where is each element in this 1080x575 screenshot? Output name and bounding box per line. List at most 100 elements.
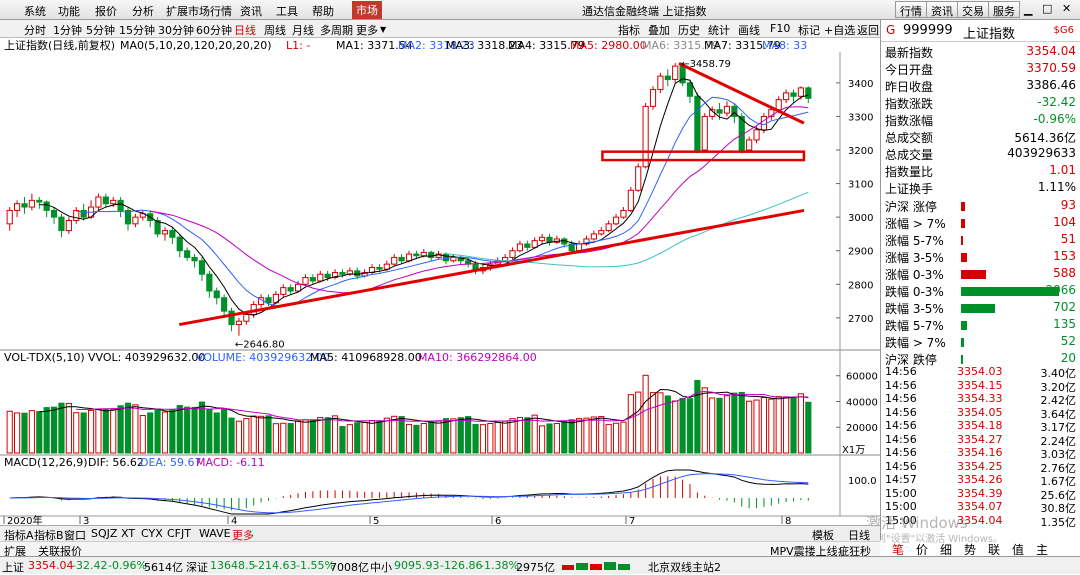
ma-lines xyxy=(39,78,809,316)
tool-back[interactable]: 返回 xyxy=(857,24,879,37)
menu-quote[interactable]: 报价 xyxy=(95,5,117,18)
period-tick[interactable]: 分时 xyxy=(24,24,46,37)
candle-body xyxy=(235,320,243,326)
breadth-row: 沪深 涨停 93 xyxy=(885,198,1076,215)
chevron-down-icon[interactable]: ▼ xyxy=(380,25,387,34)
quote-stat-label: 指数涨幅 xyxy=(885,114,934,128)
candle-body xyxy=(198,260,206,275)
quote-tab[interactable]: 势 xyxy=(964,543,977,557)
quote-stat-label: 指数涨跌 xyxy=(885,97,934,111)
tab-window[interactable]: 窗口 xyxy=(64,529,86,542)
tab-indicator-a[interactable]: 指标A xyxy=(4,529,34,542)
tab-cfjt[interactable]: CFJT xyxy=(167,527,191,540)
zx-value: 9095.93 xyxy=(394,559,440,572)
price-tick-label: 3400 xyxy=(848,79,873,90)
tab-mpv[interactable]: MPV震搂上线 xyxy=(770,545,838,558)
maximize-icon[interactable]: □ xyxy=(1042,2,1053,15)
candle-body xyxy=(154,220,161,235)
volume-bar xyxy=(679,397,686,454)
volume-bar xyxy=(672,400,679,454)
volume-bar xyxy=(176,404,183,454)
quote-tab[interactable]: 值 xyxy=(1012,543,1025,557)
quote-tab[interactable]: 价 xyxy=(916,543,929,557)
period-15min[interactable]: 15分钟 xyxy=(119,24,155,37)
tab-daily[interactable]: 日线 xyxy=(848,529,870,542)
tab-wave[interactable]: WAVE xyxy=(199,527,231,540)
candle-body xyxy=(649,89,657,107)
tool-add-fav[interactable]: +自选 xyxy=(824,24,856,37)
menu-news[interactable]: 资讯 xyxy=(240,5,262,18)
quote-tab[interactable]: 笔 xyxy=(892,543,905,557)
tick-time: 14:56 xyxy=(885,432,917,446)
candle-body xyxy=(723,105,731,114)
tab-ext[interactable]: 扩展 xyxy=(4,545,26,558)
menu-ext-market[interactable]: 扩展市场行情 xyxy=(166,5,232,18)
menu-help[interactable]: 帮助 xyxy=(312,5,334,18)
tool-overlay[interactable]: 叠加 xyxy=(648,24,670,37)
period-30min[interactable]: 30分钟 xyxy=(158,24,194,37)
tick-row: 14:57 3354.26 1.67亿 xyxy=(885,473,1076,488)
period-multi[interactable]: 多周期 xyxy=(320,24,353,37)
volume-bar xyxy=(317,416,324,454)
btn-trade[interactable]: 交易 xyxy=(957,1,989,18)
tab-cyx[interactable]: CYX xyxy=(141,527,163,540)
ma-line xyxy=(76,96,809,307)
volume-bar xyxy=(110,409,117,454)
tab-sqjz[interactable]: SQJZ xyxy=(91,527,118,540)
chart-area[interactable]: 上证指数(日线,前复权) MA0(5,10,20,120,20,20,20) L… xyxy=(0,38,880,525)
btn-service[interactable]: 服务 xyxy=(988,1,1020,18)
close-icon[interactable]: ✕ xyxy=(1062,2,1072,15)
candle-body xyxy=(21,203,28,208)
quote-tab[interactable]: 主 xyxy=(1036,543,1049,557)
candle-body xyxy=(716,109,723,114)
tab-indicator-b[interactable]: 指标B xyxy=(34,529,64,542)
tool-stats[interactable]: 统计 xyxy=(708,24,730,37)
candle-body xyxy=(768,109,775,117)
breadth-bar xyxy=(961,270,987,279)
volume-bar xyxy=(694,379,701,454)
tool-history[interactable]: 历史 xyxy=(678,24,700,37)
tab-template[interactable]: 模板 xyxy=(812,529,834,542)
breadth-row: 涨幅 3-5% 153 xyxy=(885,249,1076,266)
period-1min[interactable]: 1分钟 xyxy=(53,24,82,37)
menu-tools[interactable]: 工具 xyxy=(276,5,298,18)
menu-function[interactable]: 功能 xyxy=(58,5,80,18)
btn-quote[interactable]: 行情 xyxy=(895,1,927,18)
volume-bar xyxy=(516,416,524,454)
quote-stat-label: 总成交量 xyxy=(885,148,934,162)
period-daily[interactable]: 日线 xyxy=(234,24,256,37)
period-monthly[interactable]: 月线 xyxy=(292,24,314,37)
volume-bar xyxy=(664,395,671,454)
date-tick-label: 3 xyxy=(83,516,89,525)
quote-stat-row: 最新指数 3354.04 xyxy=(885,44,1076,61)
period-more[interactable]: 更多 xyxy=(356,24,378,37)
tool-mark[interactable]: 标记 xyxy=(798,24,820,37)
minimize-icon[interactable]: ▁ xyxy=(1024,3,1033,16)
period-weekly[interactable]: 周线 xyxy=(264,24,286,37)
quote-stat-value: 5614.36亿 xyxy=(1014,131,1076,145)
server-site[interactable]: 北京双线主站2 xyxy=(648,561,721,574)
candle-body xyxy=(110,199,117,205)
candle-body xyxy=(58,216,65,232)
tool-indicator[interactable]: 指标 xyxy=(618,24,640,37)
volume-bar xyxy=(36,411,43,454)
tool-draw[interactable]: 画线 xyxy=(738,24,760,37)
volume-bars xyxy=(6,374,812,454)
quote-stat-label: 上证换手 xyxy=(885,182,934,196)
period-5min[interactable]: 5分钟 xyxy=(86,24,115,37)
period-60min[interactable]: 60分钟 xyxy=(196,24,232,37)
tick-time: 14:56 xyxy=(885,419,917,432)
quote-tab[interactable]: 联 xyxy=(988,543,1001,557)
tab-xt[interactable]: XT xyxy=(121,527,136,540)
quote-tab[interactable]: 细 xyxy=(940,543,953,557)
candle-body xyxy=(36,199,43,203)
menu-system[interactable]: 系统 xyxy=(24,5,46,18)
tab-related-quote[interactable]: 关联报价 xyxy=(38,545,82,558)
tab-more[interactable]: 更多 xyxy=(232,529,254,542)
btn-news[interactable]: 资讯 xyxy=(926,1,958,18)
menu-market[interactable]: 市场 xyxy=(352,1,382,19)
volume-bar xyxy=(184,406,191,454)
tool-f10[interactable]: F10 xyxy=(770,22,791,35)
menu-analysis[interactable]: 分析 xyxy=(132,5,154,18)
date-tick-label: 4 xyxy=(231,516,237,525)
